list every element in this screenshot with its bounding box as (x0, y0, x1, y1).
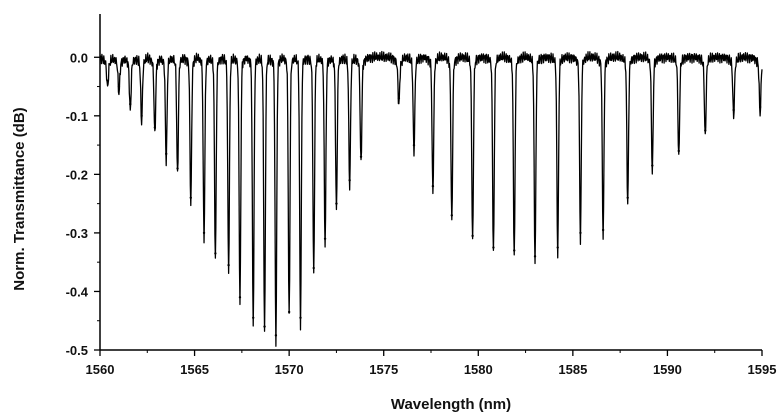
y-tick-label: -0.3 (66, 226, 88, 241)
dip-point-8 (202, 231, 206, 235)
dip-point-33 (626, 196, 629, 199)
x-axis-title: Wavelength (nm) (391, 396, 511, 413)
x-tick-labels: 1560 1565 1570 1575 1580 1585 1590 1595 (86, 362, 777, 377)
x-tick-label: 1580 (464, 362, 493, 377)
dip-point-38 (758, 105, 762, 109)
x-tick-label: 1590 (653, 362, 682, 377)
dip-point-35 (677, 149, 680, 153)
dip-point-9 (214, 252, 217, 255)
dip-point-6 (176, 167, 179, 170)
dip-point-7 (189, 196, 192, 199)
y-tick-label: -0.4 (66, 284, 89, 299)
dip-point-3 (140, 114, 143, 118)
y-tick-labels: 0.0 -0.1 -0.2 -0.3 -0.4 -0.5 (66, 50, 89, 358)
dip-point-25 (450, 214, 454, 217)
dip-point-17 (312, 266, 315, 270)
y-tick-label: -0.5 (66, 343, 88, 358)
dip-point-21 (359, 155, 363, 158)
dip-point-18 (323, 237, 327, 240)
dip-point-15 (287, 310, 291, 314)
dip-markers (106, 79, 762, 337)
x-tick-label: 1560 (86, 362, 115, 377)
dip-point-13 (263, 325, 266, 328)
dip-point-29 (533, 255, 537, 258)
dip-point-31 (579, 231, 582, 235)
dip-point-1 (117, 85, 121, 88)
dip-point-36 (704, 129, 707, 132)
dip-point-27 (492, 246, 495, 249)
y-tick-label: -0.1 (66, 109, 88, 124)
dip-point-32 (601, 228, 605, 232)
dip-point-19 (335, 202, 338, 205)
transmittance-trace (99, 50, 763, 347)
x-tick-label: 1595 (748, 362, 777, 377)
y-tick-label: -0.2 (66, 167, 88, 182)
y-axis-title: Norm. Transmittance (dB) (11, 107, 28, 290)
dip-point-26 (471, 234, 474, 238)
dip-point-4 (153, 126, 157, 129)
x-tick-label: 1575 (369, 362, 398, 377)
x-tick-label: 1585 (558, 362, 587, 377)
y-tick-label: 0.0 (70, 50, 88, 65)
dip-point-12 (252, 316, 255, 319)
x-tick-label: 1565 (180, 362, 209, 377)
dip-point-5 (165, 152, 168, 156)
dip-point-2 (129, 102, 132, 106)
x-tick-label: 1570 (275, 362, 304, 377)
dip-point-24 (431, 184, 435, 188)
dip-point-14 (274, 334, 278, 337)
x-ticks (99, 350, 763, 356)
dip-point-16 (299, 316, 302, 319)
dip-point-34 (651, 164, 654, 167)
y-ticks (94, 56, 100, 351)
dip-point-10 (227, 263, 230, 267)
dip-point-37 (732, 108, 735, 112)
dip-point-30 (556, 246, 559, 249)
dip-point-22 (397, 97, 401, 100)
dip-point-0 (106, 79, 109, 82)
dip-point-28 (513, 249, 516, 252)
dip-point-11 (238, 296, 242, 299)
dip-point-20 (348, 179, 351, 182)
dip-point-23 (412, 143, 416, 147)
